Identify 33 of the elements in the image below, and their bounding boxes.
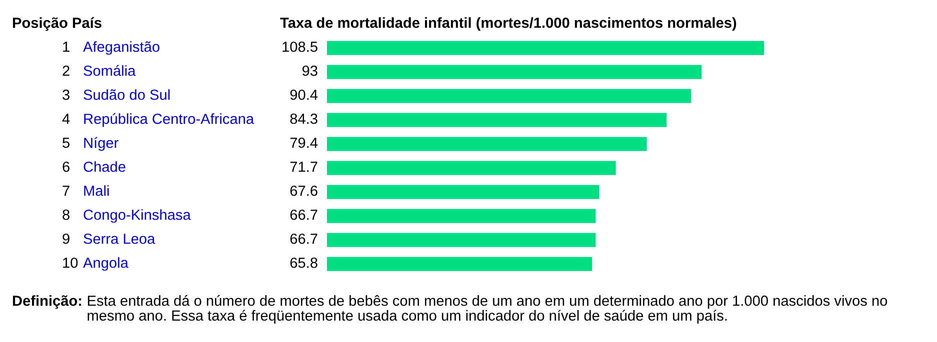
data-label: 66.7: [290, 210, 318, 220]
data-label: 65.8: [290, 258, 318, 268]
y-tick-label: 8 Congo-Kinshasa: [62, 209, 191, 223]
y-tick-label: 2 Somália: [62, 65, 136, 76]
bar: [327, 209, 596, 223]
chart-title: Taxa de mortalidade infantil (mortes/1.000 nascimentos normales): [280, 17, 736, 31]
data-label: 108.5: [282, 42, 318, 52]
data-label: 93: [302, 66, 318, 76]
y-tick-label: 3 Sudão do Sul: [62, 89, 170, 100]
bar: [327, 89, 692, 103]
bar: [327, 233, 596, 247]
data-label: 67.6: [290, 186, 318, 196]
bar: [327, 65, 702, 79]
y-tick-label: 4 República Centro-Africana: [62, 113, 254, 127]
y-tick-label: 10 Angola: [63, 257, 128, 271]
data-label: 71.7: [290, 162, 318, 172]
y-axis-title: Posição País: [12, 17, 102, 31]
data-label: 66.7: [290, 234, 318, 244]
data-label: 84.3: [290, 114, 318, 124]
data-label: 90.4: [290, 90, 318, 100]
y-tick-label: 1 Afeganistão: [63, 41, 160, 55]
text: Definição: Esta entrada dá o número de mortes de bebês com menos de um ano em um determinado ano por 1.000 nascidos vivos no mesmo ano. Essa taxa é freqüentemente usada como um indicador do nível de saúde em um país.: [12, 295, 888, 324]
data-label: 79.4: [290, 138, 318, 148]
bar: [327, 137, 647, 151]
bar: [327, 185, 600, 199]
y-tick-label: 7 Mali: [62, 185, 109, 196]
bar: [327, 257, 592, 271]
bar: [327, 113, 667, 127]
y-tick-label: 5 Níger: [62, 137, 118, 151]
y-tick-label: 6 Chade: [62, 161, 126, 172]
bar: [327, 41, 764, 55]
bar: [327, 161, 616, 175]
y-tick-label: 9 Serra Leoa: [62, 234, 156, 244]
